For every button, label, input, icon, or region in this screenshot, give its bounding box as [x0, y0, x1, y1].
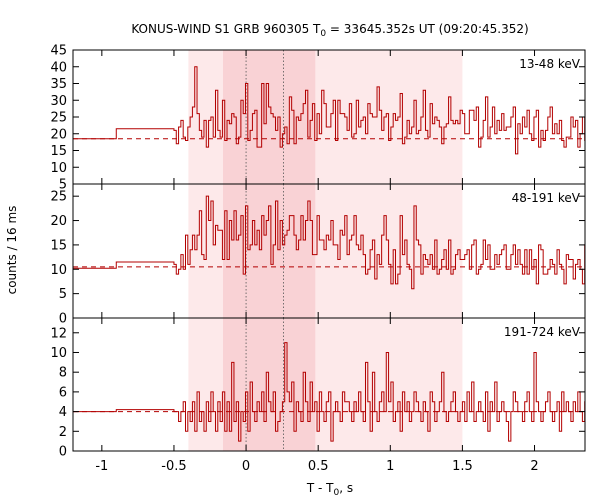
- count-rate-series: [73, 342, 586, 442]
- shaded-interval-2: [222, 318, 316, 451]
- shaded-interval-2: [222, 50, 316, 184]
- x-tick-label: 0.5: [308, 459, 329, 474]
- y-tick-label: 5: [59, 178, 67, 193]
- y-tick-label: 4: [59, 405, 67, 420]
- energy-band-label: 13-48 keV: [519, 57, 581, 71]
- x-tick-label: 1.5: [452, 459, 473, 474]
- panel-3: 0 2 4 6 8 10 12 191-724 keV: [50, 317, 586, 460]
- y-axis-title: counts / 16 ms: [5, 206, 19, 295]
- y-tick-label: 5: [59, 287, 67, 302]
- y-tick-label: 25: [50, 190, 67, 205]
- count-rate-series: [73, 195, 586, 290]
- y-tick-label: 8: [59, 366, 67, 381]
- y-tick-label: 30: [50, 94, 67, 109]
- y-tick-label: 0: [59, 312, 67, 327]
- y-tick-label: 45: [50, 44, 67, 59]
- y-tick-label: 15: [50, 238, 67, 253]
- x-tick-label: 0: [242, 459, 250, 474]
- energy-band-label: 191-724 keV: [504, 325, 581, 339]
- y-tick-label: 25: [50, 111, 67, 126]
- y-tick-label: 12: [50, 326, 67, 341]
- panel-frame: [72, 317, 586, 452]
- x-tick-label: 2: [530, 459, 538, 474]
- y-tick-label: 10: [50, 263, 67, 278]
- y-tick-label: 6: [59, 385, 67, 400]
- y-tick-label: 20: [50, 214, 67, 229]
- y-tick-label: 2: [59, 425, 67, 440]
- x-axis-title: T - T0, s: [306, 481, 353, 498]
- x-tick-label: 1: [386, 459, 394, 474]
- x-tick-label: -1: [95, 459, 108, 474]
- y-tick-label: 15: [50, 144, 67, 159]
- shaded-interval-2: [222, 184, 316, 318]
- x-tick-label: -0.5: [161, 459, 186, 474]
- y-tick-label: 0: [59, 445, 67, 460]
- y-tick-label: 10: [50, 346, 67, 361]
- chart-title: KONUS-WIND S1 GRB 960305 T0 = 33645.352s…: [131, 22, 528, 39]
- y-tick-label: 20: [50, 127, 67, 142]
- panel-2: 0 5 10 15 20 25 48-191 keV: [50, 183, 586, 327]
- energy-band-label: 48-191 keV: [512, 191, 581, 205]
- y-tick-label: 10: [50, 161, 67, 176]
- y-tick-label: 40: [50, 60, 67, 75]
- y-tick-label: 35: [50, 77, 67, 92]
- count-rate-series: [73, 66, 586, 155]
